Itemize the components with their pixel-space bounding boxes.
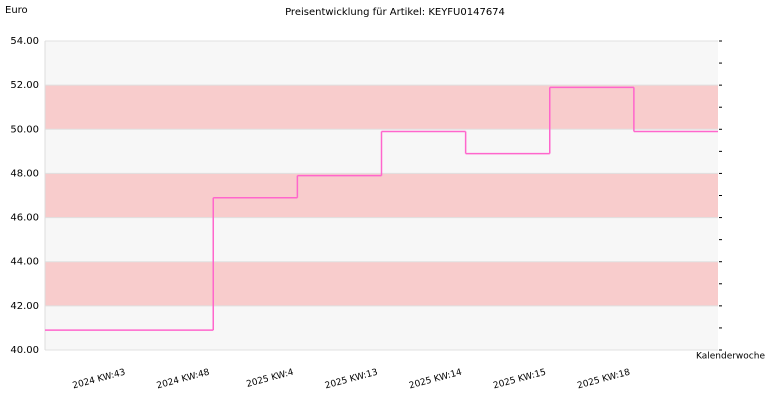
- x-axis-title: Kalenderwoche: [696, 352, 765, 362]
- x-tick-label: 2024 KW:48: [156, 368, 211, 392]
- y-axis-title: Euro: [5, 5, 28, 16]
- y-tick-label: 52.00: [10, 80, 39, 91]
- band: [45, 173, 718, 218]
- y-tick-label: 42.00: [10, 301, 39, 312]
- band: [45, 305, 718, 350]
- band: [45, 85, 718, 130]
- y-tick-label: 46.00: [10, 213, 39, 224]
- x-tick-label: 2025 KW:4: [245, 368, 295, 390]
- band: [45, 41, 718, 86]
- y-tick-label: 48.00: [10, 168, 39, 179]
- y-tick-label: 40.00: [10, 345, 39, 356]
- band: [45, 261, 718, 306]
- x-tick-label: 2025 KW:13: [324, 368, 379, 392]
- x-tick-label: 2025 KW:15: [492, 368, 547, 392]
- x-tick-label: 2025 KW:14: [408, 368, 463, 392]
- chart-title: Preisentwicklung für Artikel: KEYFU01476…: [285, 7, 505, 18]
- x-tick-label: 2024 KW:43: [72, 368, 127, 392]
- y-tick-label: 50.00: [10, 124, 39, 135]
- x-tick-label: 2025 KW:18: [576, 368, 631, 392]
- y-tick-label: 44.00: [10, 257, 39, 268]
- band: [45, 217, 718, 262]
- y-tick-label: 54.00: [10, 36, 39, 47]
